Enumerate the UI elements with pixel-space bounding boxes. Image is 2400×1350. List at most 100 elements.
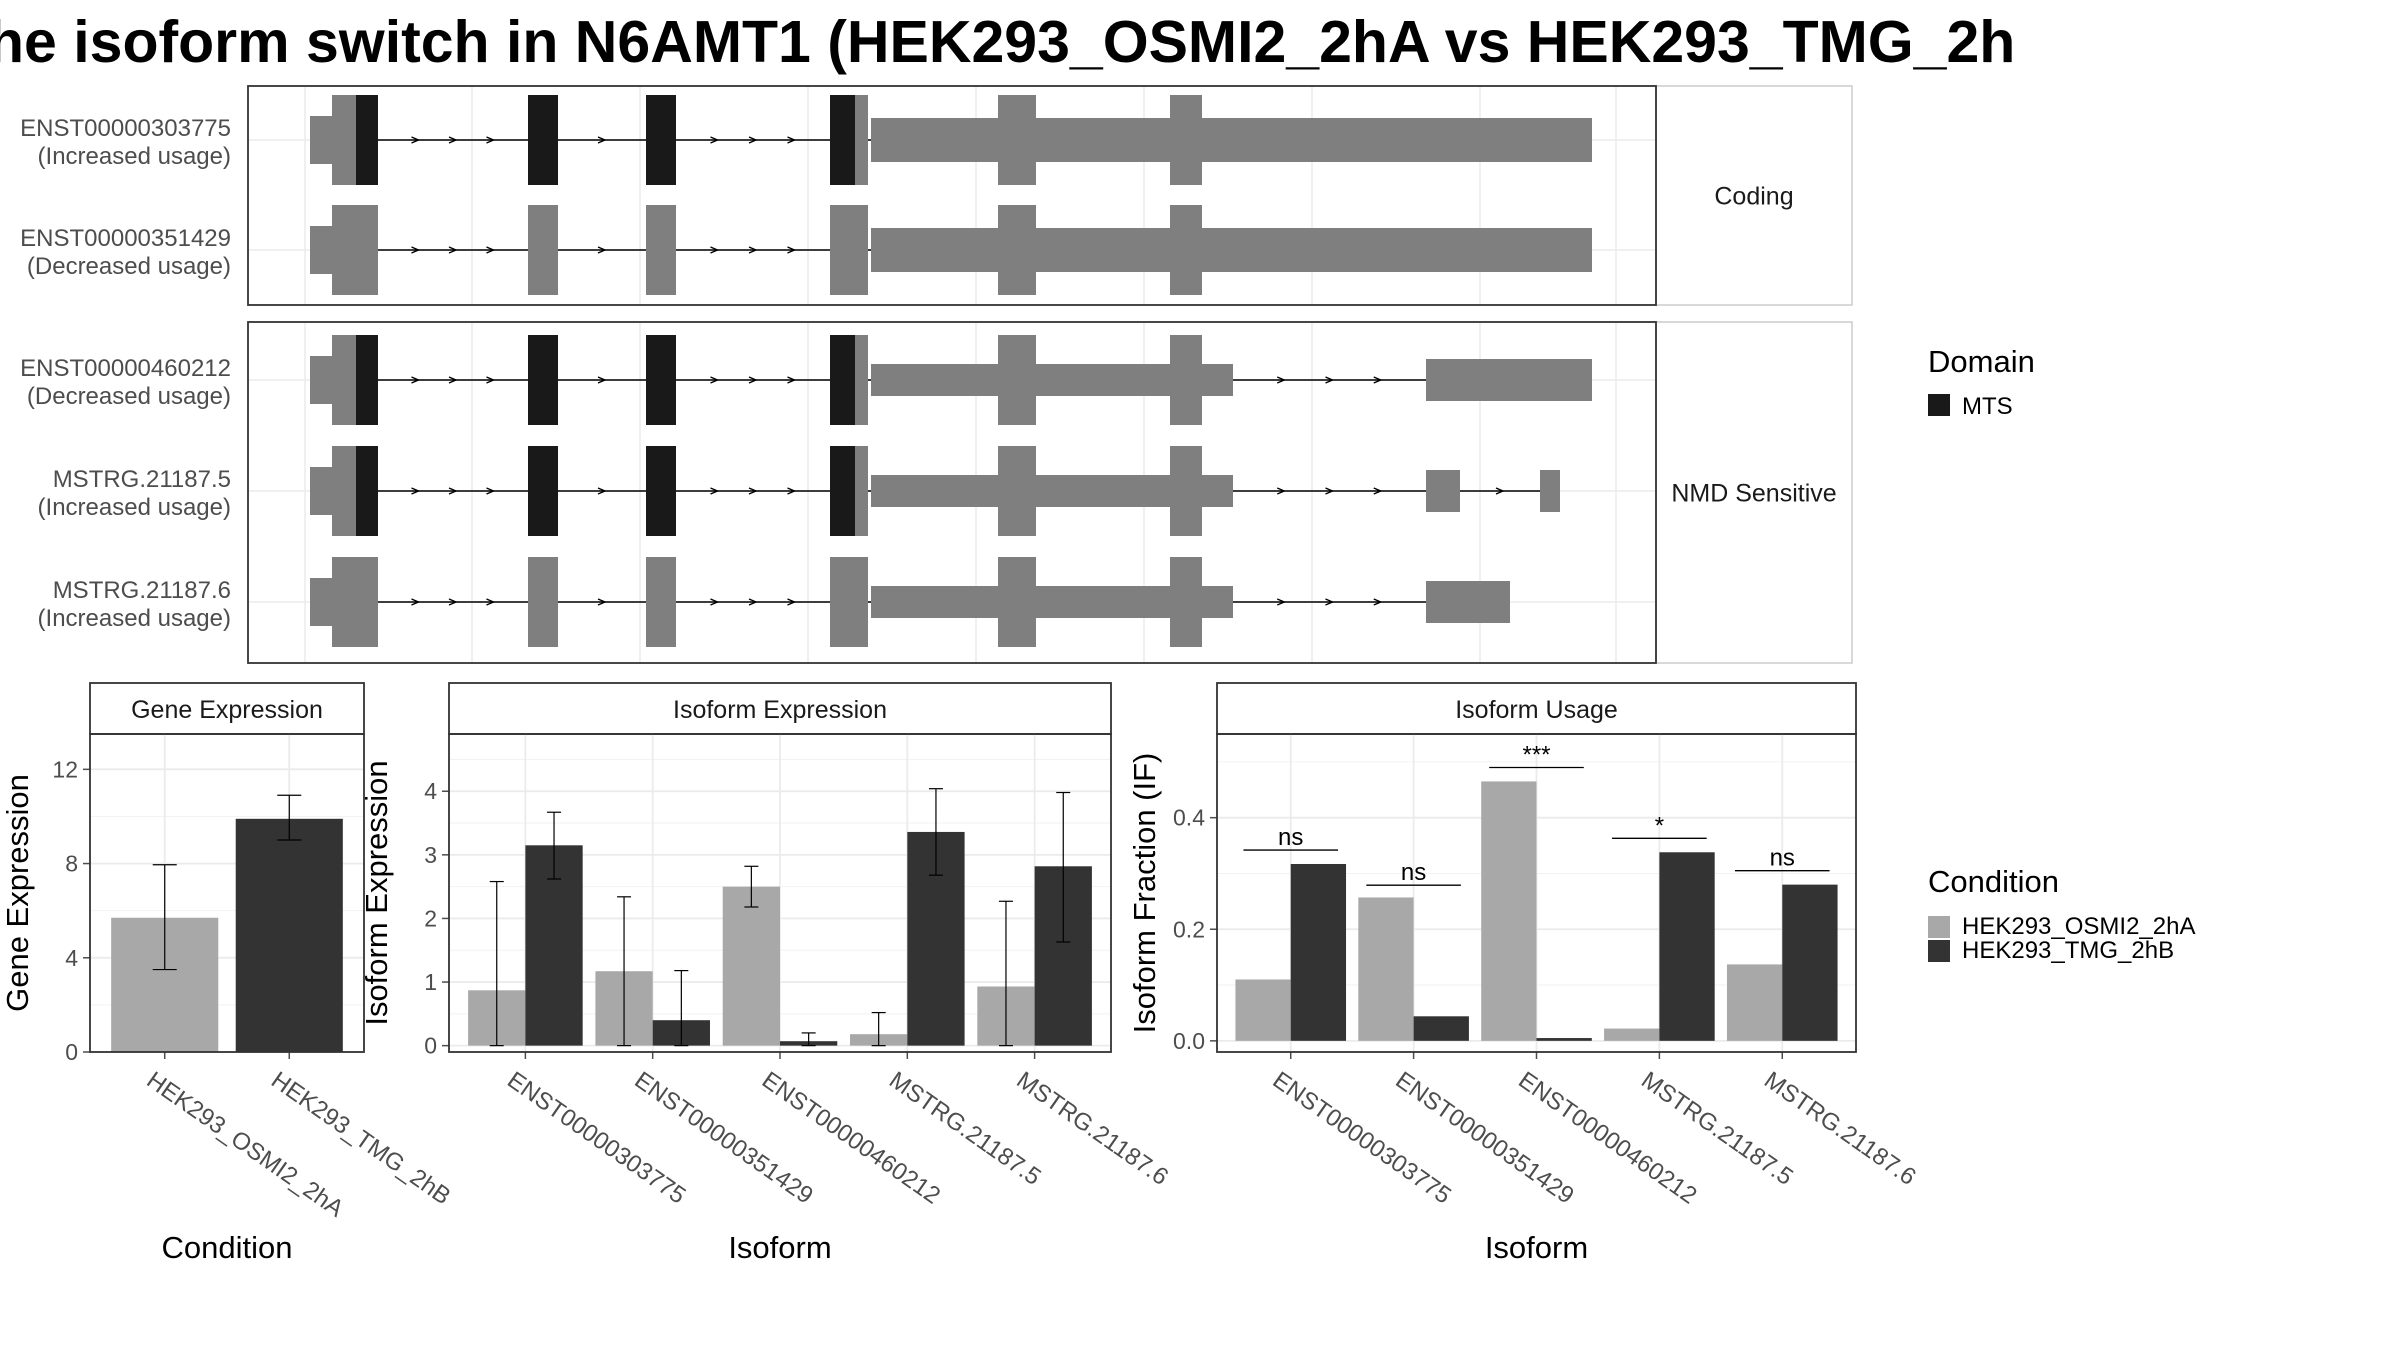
chart-title: Isoform Usage (1455, 696, 1618, 724)
intron-arrow (710, 136, 720, 144)
intron-arrow (1373, 376, 1383, 384)
intron-arrow (486, 598, 496, 606)
transcript-usage: (Decreased usage) (27, 253, 231, 280)
significance-label: ns (1278, 824, 1303, 851)
y-axis-title: Isoform Fraction (IF) (1127, 753, 1162, 1034)
y-tick-label: 0.0 (1173, 1028, 1205, 1054)
legend-title: Condition (1928, 864, 2059, 899)
bar (1413, 1016, 1469, 1041)
y-tick-label: 4 (424, 778, 437, 804)
intron-arrow (1325, 487, 1335, 495)
bar (1290, 863, 1347, 1041)
significance-label: ns (1401, 859, 1426, 886)
utr-block (1426, 359, 1592, 401)
transcript-id: ENST00000460212 (20, 355, 231, 382)
y-tick-label: 3 (424, 842, 437, 868)
panel-border (448, 733, 1112, 1053)
bar-chart-panel: Isoform Expression01234ENST00000303775EN… (359, 682, 1173, 1265)
exon-block (830, 557, 868, 647)
domain-block (528, 95, 558, 185)
intron-arrow (1276, 598, 1287, 606)
bar (1726, 964, 1783, 1041)
transcript-row: ENST00000460212(Decreased usage) (20, 335, 1592, 425)
utr-block (1426, 470, 1460, 512)
intron-arrow (486, 246, 496, 254)
panel-border (247, 85, 1657, 306)
bar (1604, 1028, 1660, 1041)
panel-border (247, 321, 1657, 664)
domain-block (356, 335, 378, 425)
domain-block (528, 335, 558, 425)
y-tick-label: 0 (424, 1033, 437, 1059)
legend-title: Domain (1928, 344, 2035, 379)
structure-panel: Coding ENST00000303775(Increased usage) EN… (20, 85, 1853, 306)
intron-arrow (597, 598, 607, 606)
intron-arrow (411, 136, 421, 144)
panel-strip-label: Coding (1714, 183, 1793, 211)
domain-block (356, 446, 378, 536)
intron-arrow (597, 376, 607, 384)
intron-arrow (748, 136, 758, 144)
y-tick-label: 1 (424, 969, 437, 995)
legend-label: HEK293_TMG_2hB (1962, 937, 2174, 964)
structure-panel: NMD Sensitive ENST00000460212(Decreased u… (20, 321, 1853, 664)
intron-arrow (710, 246, 720, 254)
utr-block (871, 118, 1592, 162)
intron-arrow (787, 598, 797, 606)
chart-strip (448, 682, 1112, 735)
exon-block (830, 205, 868, 295)
intron-arrow (597, 136, 607, 144)
intron-arrow (448, 376, 458, 384)
intron-arrow (448, 487, 458, 495)
y-tick-label: 0.4 (1173, 805, 1205, 831)
transcript-usage: (Increased usage) (38, 143, 231, 170)
panel-border (1216, 733, 1857, 1053)
intron-arrow (1276, 376, 1287, 384)
chart-title: Gene Expression (131, 696, 323, 724)
legend-key (1928, 940, 1950, 962)
intron-arrow (787, 376, 797, 384)
significance-label: * (1655, 812, 1664, 839)
panel-strip (1655, 321, 1853, 664)
domain-block (646, 446, 676, 536)
utr-block (871, 364, 1233, 396)
intron-arrow (1373, 598, 1383, 606)
utr-block (871, 228, 1592, 272)
domain-block (830, 95, 855, 185)
intron-arrow (1373, 487, 1383, 495)
legend-key (1928, 916, 1950, 938)
exon-block (528, 205, 558, 295)
transcript-row: ENST00000303775(Increased usage) (20, 95, 1592, 185)
domain-block (830, 446, 855, 536)
utr-block (310, 116, 334, 164)
transcript-usage: (Decreased usage) (27, 383, 231, 410)
intron-arrow (597, 487, 607, 495)
bar (1659, 852, 1715, 1041)
exon-block (332, 205, 378, 295)
intron-arrow (748, 246, 758, 254)
intron-arrow (448, 246, 458, 254)
exon-block (332, 557, 378, 647)
y-axis-title: Isoform Expression (359, 760, 394, 1025)
utr-block (871, 475, 1233, 507)
bar (1536, 1038, 1592, 1041)
y-tick-label: 0.2 (1173, 916, 1205, 942)
bar (235, 818, 343, 1052)
bar (722, 886, 780, 1046)
domain-block (528, 446, 558, 536)
intron-arrow (448, 598, 458, 606)
intron-arrow (411, 376, 421, 384)
intron-arrow (486, 376, 496, 384)
intron-arrow (1495, 487, 1505, 495)
transcript-id: ENST00000351429 (20, 225, 231, 252)
y-tick-label: 12 (52, 756, 78, 782)
intron-arrow (748, 598, 758, 606)
utr-block (310, 578, 334, 626)
y-axis-title: Gene Expression (0, 774, 35, 1012)
intron-arrow (448, 136, 458, 144)
figure-title: he isoform switch in N6AMT1 (HEK293_OSMI… (0, 9, 2016, 75)
legend-label: MTS (1962, 393, 2013, 420)
x-tick-label: HEK293_OSMI2_2hA (142, 1067, 349, 1223)
